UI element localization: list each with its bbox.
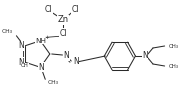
Text: +: +: [45, 35, 50, 40]
Text: Cl: Cl: [45, 5, 53, 15]
Text: Cl: Cl: [71, 5, 79, 15]
Text: NH: NH: [35, 38, 46, 44]
Text: CH₃: CH₃: [1, 29, 13, 34]
Text: Zn: Zn: [58, 15, 69, 25]
Text: Cl: Cl: [60, 29, 67, 37]
Text: CH₃: CH₃: [168, 64, 179, 68]
Text: N: N: [19, 58, 24, 67]
Text: N: N: [39, 63, 44, 72]
Text: CH₃: CH₃: [168, 44, 179, 48]
Text: CH₃: CH₃: [47, 80, 58, 85]
Text: N: N: [142, 52, 148, 60]
Text: CH: CH: [21, 63, 29, 68]
Text: N: N: [19, 41, 24, 50]
Text: N: N: [63, 52, 69, 60]
Text: N: N: [73, 58, 79, 66]
